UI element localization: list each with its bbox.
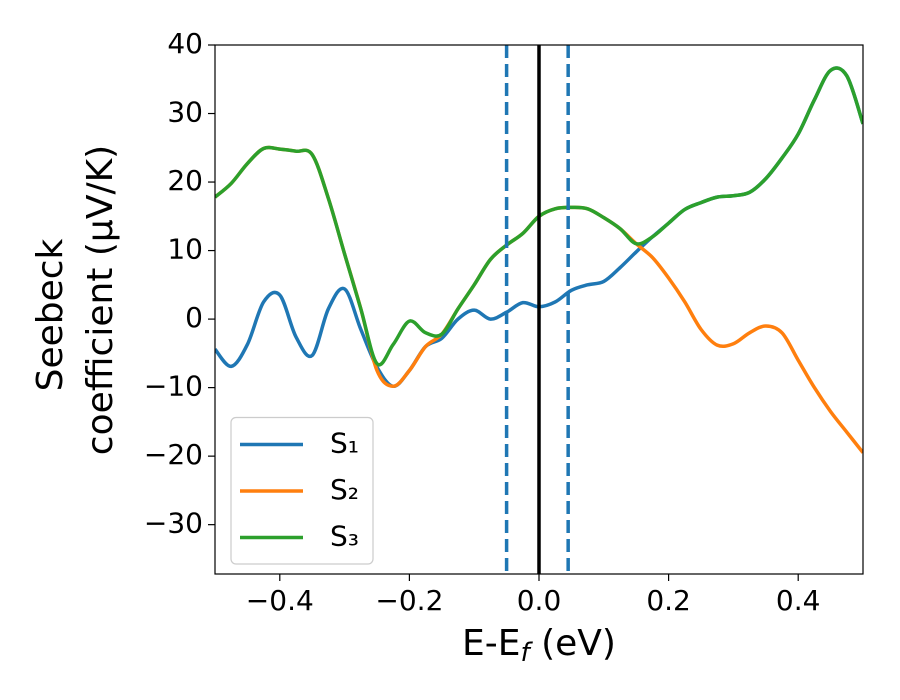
- x-tick-label: 0.2: [646, 584, 691, 617]
- x-tick-label: −0.2: [375, 584, 443, 617]
- y-axis-label: Seebeck: [30, 238, 71, 391]
- y-tick-label: −30: [144, 507, 203, 540]
- y-tick-label: 0: [185, 301, 203, 334]
- x-tick-label: 0.4: [776, 584, 821, 617]
- legend-label: S₃: [330, 520, 359, 553]
- x-axis-label: E-Ef (eV): [462, 623, 616, 668]
- legend-label: S₂: [330, 473, 359, 506]
- legend-label: S₁: [330, 427, 359, 460]
- x-tick-label: 0.0: [517, 584, 562, 617]
- plot-frame: [214, 44, 864, 575]
- y-axis-label: coefficient (μV/K): [80, 145, 121, 455]
- y-tick-label: 10: [167, 233, 203, 266]
- y-tick-label: 20: [167, 164, 203, 197]
- y-tick-label: −10: [144, 370, 203, 403]
- y-tick-label: −20: [144, 438, 203, 471]
- x-axis-label-part: E-E: [462, 623, 520, 664]
- y-tick-label: 40: [167, 27, 203, 60]
- y-tick-label: 30: [167, 96, 203, 129]
- x-tick-label: −0.4: [246, 584, 314, 617]
- x-axis-label-part: (eV): [530, 623, 616, 664]
